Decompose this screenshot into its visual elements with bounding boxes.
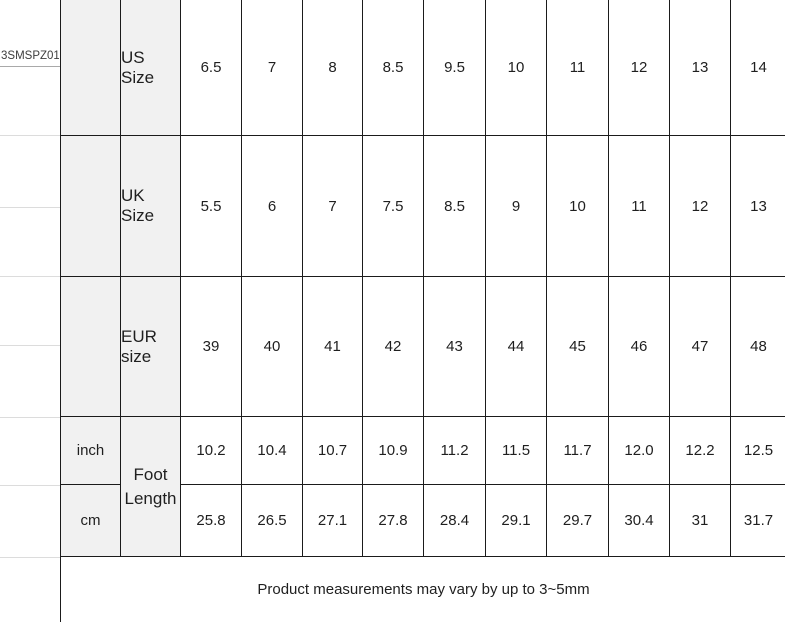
unit-label-cm: cm: [61, 485, 121, 557]
foot-length-cm-value: 25.8: [181, 485, 242, 557]
uk-size-value: 11: [609, 136, 670, 277]
uk-size-value: 7: [303, 136, 363, 277]
product-code-label: 3SMSPZ01: [1, 50, 59, 62]
eur-size-value: 45: [547, 277, 609, 417]
us-size-value: 12: [609, 0, 670, 136]
margin-gridline: [0, 276, 60, 277]
eur-size-value: 48: [731, 277, 785, 417]
size-chart-table: US Size 6.5 7 8 8.5 9.5 10 11 12 13 14 U…: [60, 0, 785, 622]
us-size-value: 7: [242, 0, 303, 136]
foot-length-inch-value: 10.7: [303, 417, 363, 485]
foot-length-cm-value: 27.8: [363, 485, 424, 557]
foot-length-inch-value: 12.5: [731, 417, 785, 485]
foot-length-inch-value: 12.2: [670, 417, 731, 485]
foot-length-inch-value: 12.0: [609, 417, 670, 485]
eur-size-value: 46: [609, 277, 670, 417]
eur-size-value: 42: [363, 277, 424, 417]
us-size-value: 6.5: [181, 0, 242, 136]
foot-length-inch-value: 10.4: [242, 417, 303, 485]
uk-size-value: 9: [486, 136, 547, 277]
uk-size-value: 12: [670, 136, 731, 277]
uk-size-value: 5.5: [181, 136, 242, 277]
eur-size-value: 39: [181, 277, 242, 417]
foot-length-cm-value: 27.1: [303, 485, 363, 557]
unit-label-inch: inch: [61, 417, 121, 485]
us-size-value: 8: [303, 0, 363, 136]
uk-size-value: 10: [547, 136, 609, 277]
row-label-foot-length: Foot Length: [121, 417, 181, 557]
eur-size-value: 41: [303, 277, 363, 417]
us-size-value: 14: [731, 0, 785, 136]
uk-size-value: 6: [242, 136, 303, 277]
foot-length-inch-value: 11.2: [424, 417, 486, 485]
uk-size-value: 7.5: [363, 136, 424, 277]
uk-size-value: 8.5: [424, 136, 486, 277]
row-label-us-size: US Size: [121, 0, 181, 136]
us-size-value: 9.5: [424, 0, 486, 136]
margin-gridline: [0, 417, 60, 418]
foot-length-inch-value: 10.9: [363, 417, 424, 485]
eur-size-value: 40: [242, 277, 303, 417]
margin-gridline: [0, 345, 60, 346]
margin-gridline: [0, 207, 60, 208]
row-label-uk-size: UK Size: [121, 136, 181, 277]
eur-size-value: 44: [486, 277, 547, 417]
spacer-cell: [61, 136, 121, 277]
spacer-cell: [61, 277, 121, 417]
us-size-value: 11: [547, 0, 609, 136]
foot-length-cm-value: 26.5: [242, 485, 303, 557]
margin-gridline: [0, 66, 60, 67]
foot-length-inch-value: 11.7: [547, 417, 609, 485]
us-size-value: 10: [486, 0, 547, 136]
measurement-note: Product measurements may vary by up to 3…: [61, 557, 785, 622]
spacer-cell: [61, 0, 121, 136]
us-size-value: 13: [670, 0, 731, 136]
uk-size-value: 13: [731, 136, 785, 277]
foot-length-cm-value: 30.4: [609, 485, 670, 557]
margin-gridline: [0, 557, 60, 558]
foot-length-cm-value: 28.4: [424, 485, 486, 557]
eur-size-value: 47: [670, 277, 731, 417]
foot-length-cm-value: 29.7: [547, 485, 609, 557]
eur-size-value: 43: [424, 277, 486, 417]
left-margin: 3SMSPZ01: [0, 0, 60, 622]
us-size-value: 8.5: [363, 0, 424, 136]
foot-length-cm-value: 31: [670, 485, 731, 557]
foot-length-inch-value: 11.5: [486, 417, 547, 485]
foot-length-cm-value: 31.7: [731, 485, 785, 557]
row-label-eur-size: EUR size: [121, 277, 181, 417]
margin-gridline: [0, 485, 60, 486]
foot-length-inch-value: 10.2: [181, 417, 242, 485]
foot-length-cm-value: 29.1: [486, 485, 547, 557]
margin-gridline: [0, 135, 60, 136]
